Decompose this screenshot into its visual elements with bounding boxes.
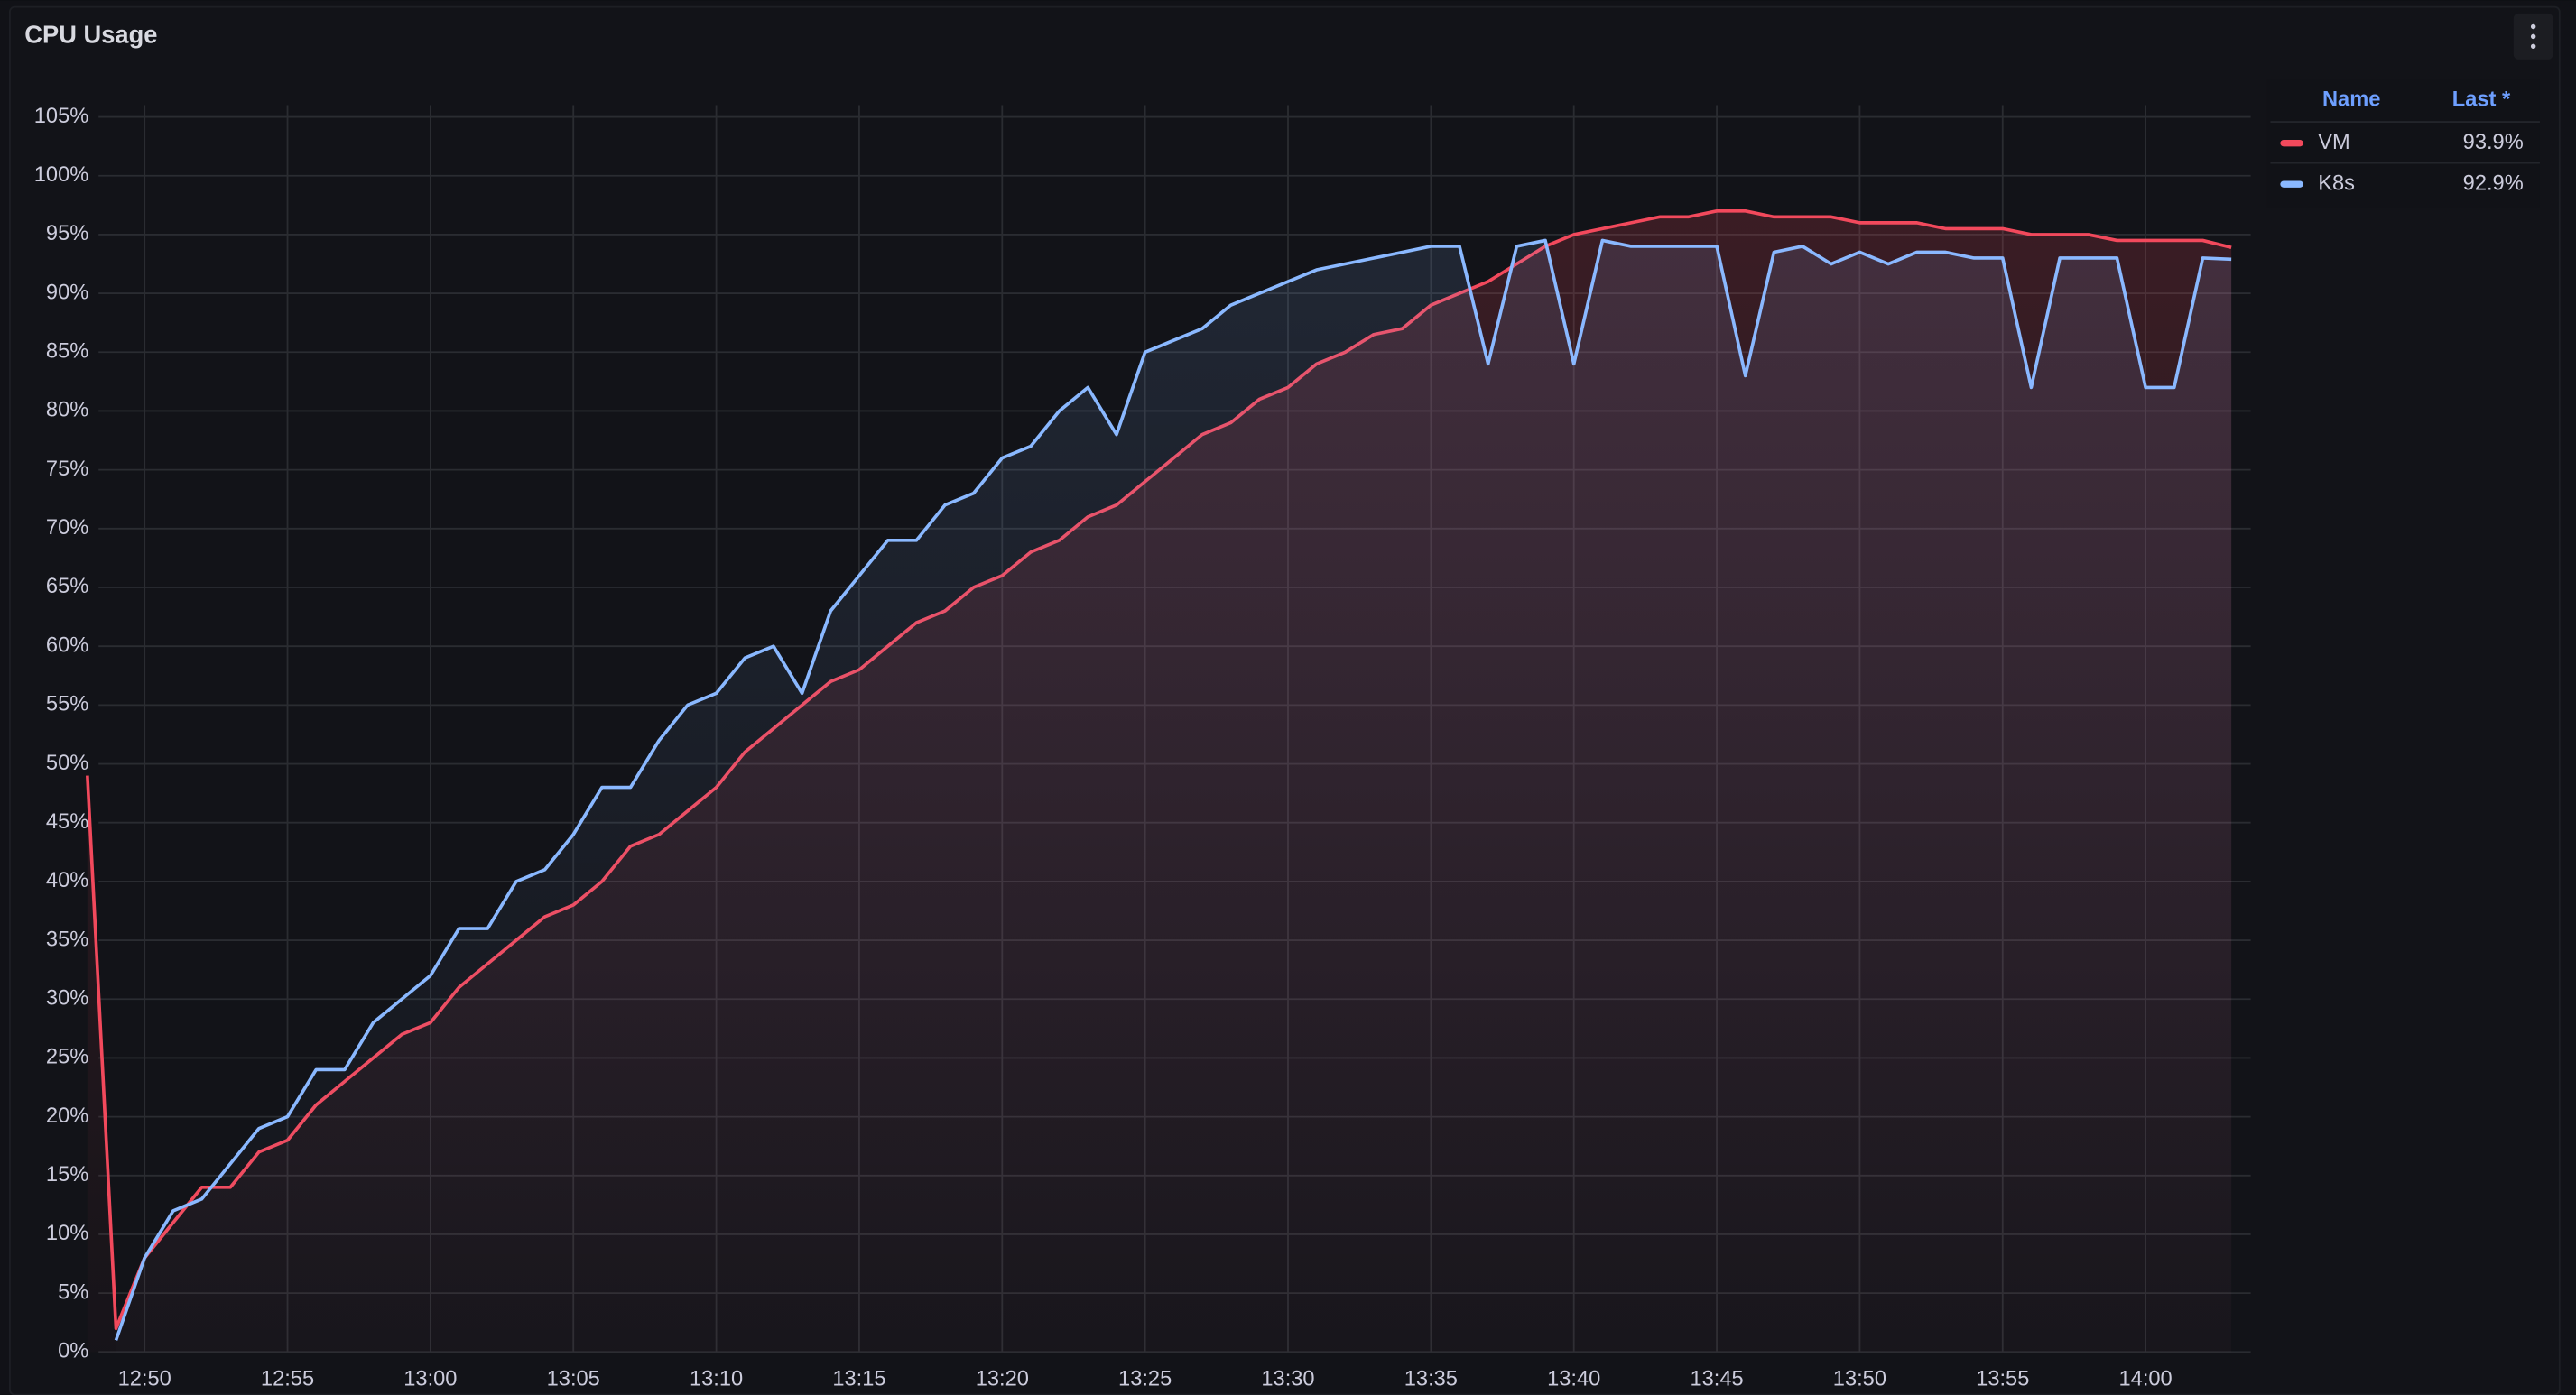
y-tick-label: 70% — [46, 516, 88, 540]
y-tick-label: 45% — [46, 810, 88, 834]
series-area — [116, 240, 2232, 1353]
x-tick-label: 13:40 — [1547, 1368, 1600, 1391]
y-tick-label: 80% — [46, 399, 88, 422]
plot: 0% 5% 10% 15% 20% 25% 30% 35% 40% 45% 50% 55% 60% 65%… — [34, 105, 2251, 1391]
series-line — [114, 238, 2232, 1341]
x-tick-label: 13:25 — [1118, 1368, 1172, 1391]
y-tick-label: 100% — [34, 163, 89, 187]
y-tick-label: 20% — [46, 1104, 88, 1128]
legend-header: Last * — [2452, 88, 2511, 112]
y-tick-label: 30% — [46, 987, 88, 1011]
y-tick-label: 50% — [46, 752, 88, 775]
y-tick-label: 5% — [58, 1280, 88, 1304]
y-tick-label: 15% — [46, 1163, 88, 1187]
legend-name: VM — [2318, 131, 2349, 154]
legend-last: 93.9% — [2463, 131, 2524, 154]
legend-bg — [2266, 79, 2540, 208]
legend-last: 92.9% — [2463, 171, 2524, 195]
x-tick-label: 13:00 — [403, 1368, 457, 1391]
y-tick-label: 65% — [46, 575, 88, 598]
menu-dot — [2530, 23, 2536, 30]
x-tick-label: 14:00 — [2119, 1368, 2173, 1391]
x-tick-label: 13:30 — [1261, 1368, 1314, 1391]
legend-header: Name — [2322, 88, 2380, 112]
legend-swatch — [2280, 180, 2303, 188]
legend-swatch — [2280, 140, 2303, 147]
y-tick-label: 105% — [34, 105, 89, 128]
y-tick-label: 75% — [46, 457, 88, 481]
x-tick-label: 13:15 — [832, 1368, 885, 1391]
y-tick-label: 0% — [58, 1340, 88, 1363]
y-tick-label: 25% — [46, 1046, 88, 1069]
y-tick-label: 40% — [46, 869, 88, 892]
x-tick-label: 13:10 — [690, 1368, 743, 1391]
y-tick-label: 90% — [46, 281, 88, 304]
y-tick-label: 10% — [46, 1222, 88, 1245]
x-tick-label: 12:55 — [261, 1368, 314, 1391]
menu-dot — [2530, 43, 2536, 50]
x-tick-label: 13:35 — [1404, 1368, 1458, 1391]
x-tick-label: 13:05 — [547, 1368, 600, 1391]
x-tick-label: 12:50 — [118, 1368, 171, 1391]
y-tick-label: 85% — [46, 340, 88, 364]
x-tick-label: 13:20 — [976, 1368, 1029, 1391]
y-tick-label: 35% — [46, 928, 88, 951]
y-tick-label: 55% — [46, 693, 88, 716]
x-tick-label: 13:50 — [1833, 1368, 1886, 1391]
menu-dot — [2530, 33, 2536, 40]
legend-name: K8s — [2318, 171, 2355, 195]
chart-title: CPU Usage — [24, 21, 157, 49]
x-tick-label: 13:45 — [1690, 1368, 1743, 1391]
menu-icon[interactable] — [2513, 13, 2553, 60]
x-tick-label: 13:55 — [1976, 1368, 2029, 1391]
y-tick-label: 60% — [46, 633, 88, 657]
y-tick-label: 95% — [46, 222, 88, 245]
legend: Name Last * VM 93.9% K8s 92.9% — [2266, 79, 2540, 208]
